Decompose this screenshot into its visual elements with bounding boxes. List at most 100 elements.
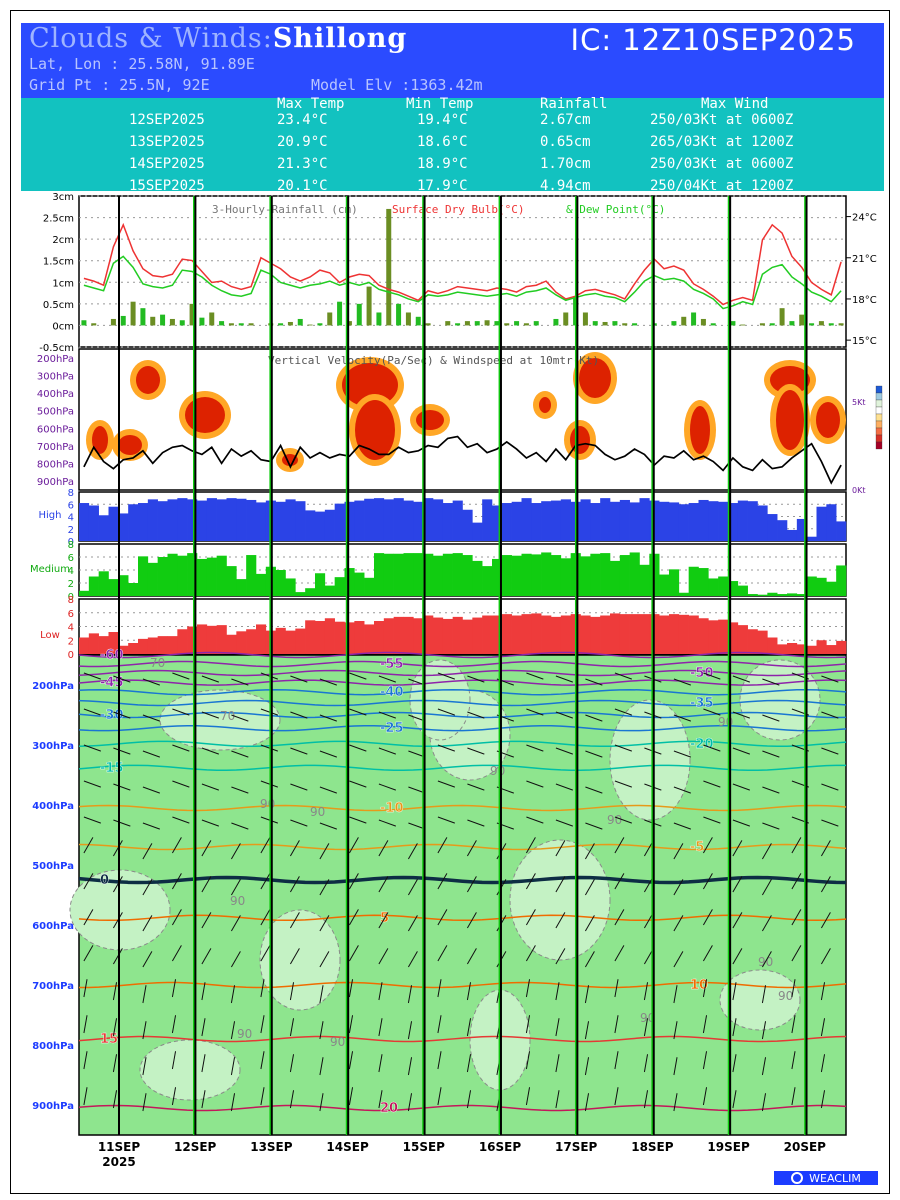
wind-barb	[614, 744, 633, 752]
rh-contour-label: 90	[778, 989, 793, 1003]
medium-cloud-bar	[610, 560, 621, 596]
low-cloud-bar	[521, 614, 532, 654]
wind-barb	[584, 1093, 590, 1112]
wind-barb	[791, 873, 802, 890]
rain-bar	[307, 324, 313, 326]
low-cloud-bar	[108, 632, 119, 654]
wind-barb	[231, 678, 249, 686]
wind-barb	[555, 675, 574, 683]
wind-barb	[142, 879, 153, 896]
wind-barb	[555, 747, 574, 755]
temp-contour-label: -15	[100, 761, 124, 776]
high-cloud-bar	[688, 503, 699, 541]
rain-bar	[602, 321, 608, 326]
wind-barb	[702, 979, 708, 998]
wind-barb	[791, 1087, 796, 1106]
wind-barb	[467, 675, 485, 683]
high-cloud-bar	[482, 499, 493, 541]
wind-barb	[703, 780, 721, 788]
medium-cloud-bar	[600, 553, 611, 596]
high-cloud-ytick-label: 4	[68, 513, 74, 524]
medium-cloud-bar	[423, 553, 434, 596]
wind-barb	[762, 750, 780, 758]
wind-barb	[821, 675, 839, 683]
wind-barb	[732, 747, 751, 755]
rain-bar	[219, 321, 225, 326]
wind-barb	[201, 876, 212, 893]
rain-panel	[78, 195, 847, 348]
low-cloud-bar	[511, 615, 522, 654]
wind10m-0kt-label: 0Kt	[852, 486, 865, 495]
wind-barb	[112, 982, 118, 1001]
temp-contour	[78, 688, 847, 696]
medium-cloud-bar	[197, 558, 208, 596]
wind-barb	[821, 783, 839, 791]
wind-barb	[172, 672, 190, 680]
low-cloud-bar	[728, 622, 739, 654]
table-max-temp: 20.1°C	[277, 178, 328, 194]
rain-bar	[494, 321, 500, 326]
wind-barb	[673, 750, 692, 758]
low-cloud-bar	[698, 618, 709, 654]
medium-cloud-bar	[226, 566, 237, 596]
wind-barb	[319, 1021, 324, 1040]
wind-barb	[791, 1051, 796, 1070]
high-cloud-ytick-label: 0	[68, 537, 74, 548]
temp-contour	[78, 804, 847, 812]
x-axis-year: 2025	[102, 1155, 136, 1169]
low-cloud-bar	[639, 614, 650, 654]
wind-barb	[437, 837, 448, 854]
wind-barb	[673, 786, 692, 794]
wind-barb	[702, 945, 713, 962]
high-cloud-ytick-label: 8	[68, 488, 74, 499]
wind-barb	[201, 1018, 206, 1037]
low-cloud-bar	[590, 616, 601, 654]
wind-barb	[761, 1057, 767, 1076]
wind-barb	[289, 1054, 295, 1073]
medium-cloud-bar	[541, 552, 552, 596]
wind-barb	[201, 840, 212, 857]
wind-barb	[142, 985, 147, 1004]
xsection-ytick-label: 300hPa	[32, 741, 74, 752]
wind-barb	[643, 1018, 649, 1037]
high-cloud-label: High	[39, 510, 62, 521]
rain-bar	[730, 321, 736, 326]
wind-barb	[201, 1054, 206, 1073]
vv-colorbar-cell	[875, 399, 883, 408]
high-cloud-bar	[216, 499, 227, 541]
wind-barb	[407, 1093, 413, 1112]
rain-ytick-label: 2.5cm	[43, 214, 74, 225]
low-cloud-bar	[423, 615, 434, 654]
station-name: Shillong	[272, 23, 408, 54]
wind-barb	[437, 979, 442, 998]
low-cloud-label: Low	[40, 630, 60, 641]
wind-barb	[260, 979, 265, 998]
vv-colorbar-cell	[875, 427, 883, 436]
wind-barb	[319, 678, 338, 686]
medium-cloud-bar	[256, 573, 267, 596]
vv-colorbar-cell	[875, 413, 883, 422]
wind-barb	[378, 982, 383, 1001]
high-cloud-bar	[295, 501, 306, 541]
wind-barb	[230, 985, 236, 1004]
wind-barb	[201, 783, 220, 791]
rain-bar	[553, 318, 559, 326]
x-tick-label: 19SEP	[707, 1140, 750, 1154]
temp-contour-label: -40	[380, 685, 404, 700]
temp-contour-label: -35	[690, 696, 714, 711]
vv-blob-inner	[342, 363, 398, 407]
lat-lon: Lat, Lon : 25.58N, 91.89E	[29, 55, 255, 73]
temp-ytick-label: 21°C	[852, 254, 877, 265]
medium-cloud-bar	[236, 579, 247, 596]
low-cloud-bar	[442, 618, 453, 654]
wind-barb	[260, 909, 271, 926]
rh-contour-label: 90	[330, 1035, 345, 1049]
temp-ytick-label: 15°C	[852, 336, 877, 347]
low-cloud-bar	[285, 630, 296, 654]
wind-barb	[83, 909, 94, 926]
vv-colorbar-cell	[875, 441, 883, 450]
rain-bar	[150, 316, 156, 326]
wind-barb	[83, 1051, 88, 1070]
wind-barb	[732, 675, 751, 683]
wind-barb	[260, 1087, 265, 1106]
